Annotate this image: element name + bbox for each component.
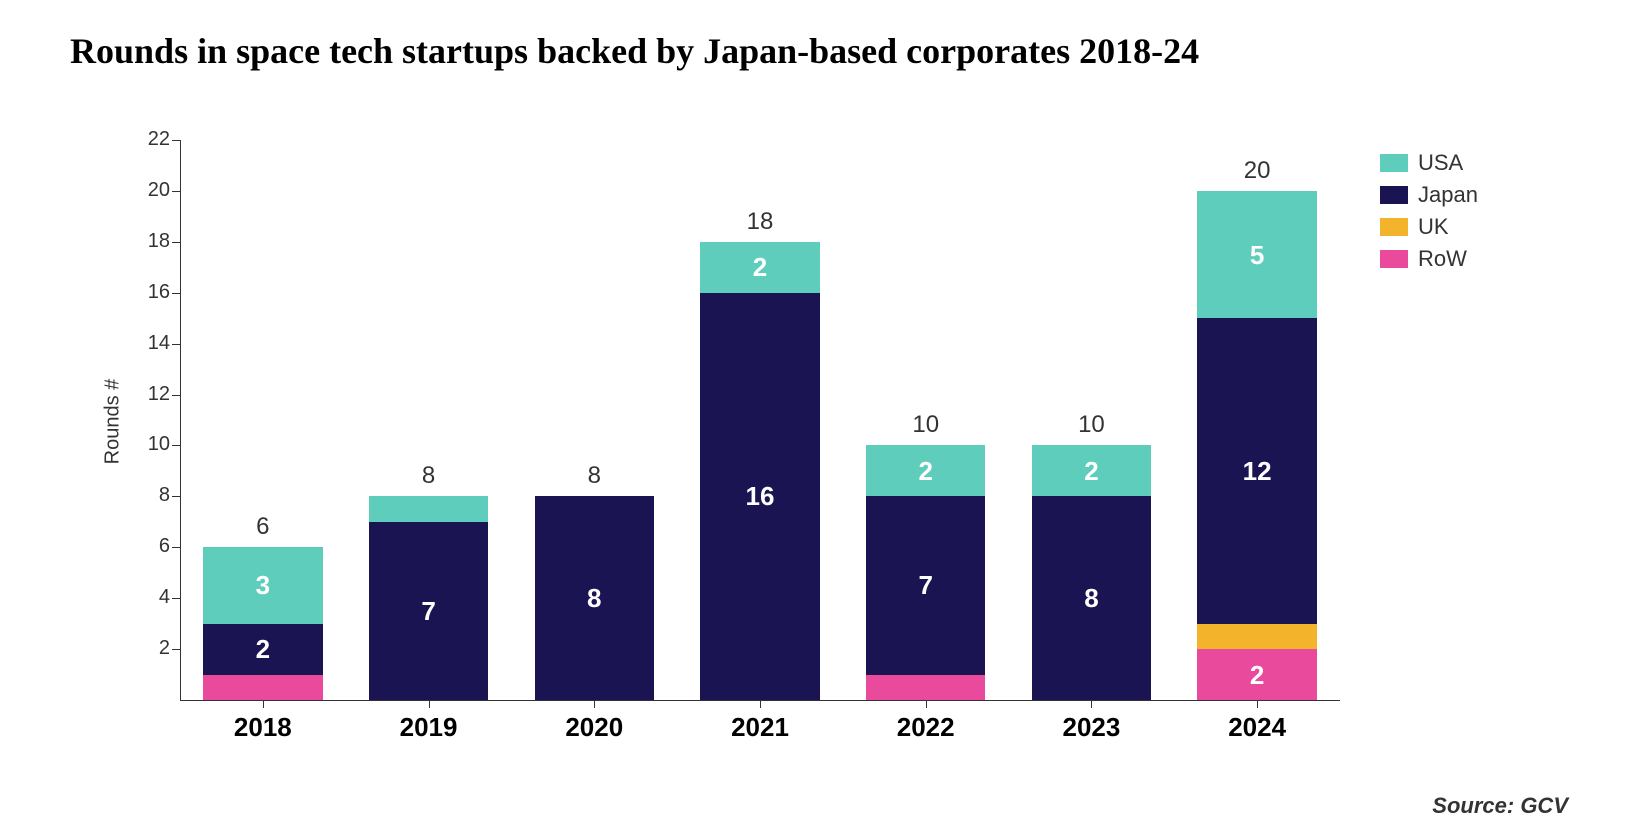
x-tick (760, 700, 761, 708)
segment-value-label: 2 (1197, 660, 1316, 691)
bar-total-label: 6 (203, 513, 322, 541)
bar-total-label: 18 (700, 208, 819, 236)
y-tick-label: 10 (120, 433, 170, 456)
y-tick-label: 22 (120, 128, 170, 151)
y-tick (172, 344, 180, 345)
y-tick-label: 4 (120, 586, 170, 609)
segment-value-label: 2 (1032, 456, 1151, 487)
legend-swatch (1380, 186, 1408, 204)
y-tick (172, 445, 180, 446)
legend-item-row: RoW (1380, 246, 1478, 272)
legend-label: UK (1418, 214, 1449, 240)
segment-value-label: 2 (866, 456, 985, 487)
legend-item-usa: USA (1380, 150, 1478, 176)
bar-total-label: 10 (866, 411, 985, 439)
bar-segment-usa (369, 496, 488, 521)
segment-value-label: 8 (535, 583, 654, 614)
x-tick-label: 2022 (843, 712, 1009, 743)
y-tick (172, 140, 180, 141)
segment-value-label: 5 (1197, 240, 1316, 271)
y-tick (172, 547, 180, 548)
y-axis-line (180, 140, 181, 700)
segment-value-label: 8 (1032, 583, 1151, 614)
x-tick (263, 700, 264, 708)
segment-value-label: 3 (203, 570, 322, 601)
y-tick-label: 2 (120, 637, 170, 660)
bar-segment-row (866, 675, 985, 700)
legend-label: Japan (1418, 182, 1478, 208)
segment-value-label: 7 (369, 596, 488, 627)
y-tick (172, 191, 180, 192)
segment-value-label: 16 (700, 481, 819, 512)
y-tick-label: 16 (120, 281, 170, 304)
y-tick-label: 18 (120, 230, 170, 253)
bar-total-label: 8 (535, 462, 654, 490)
x-tick (1257, 700, 1258, 708)
x-tick-label: 2019 (346, 712, 512, 743)
y-tick (172, 293, 180, 294)
y-tick (172, 649, 180, 650)
segment-value-label: 12 (1197, 456, 1316, 487)
bar-segment-row (203, 675, 322, 700)
x-tick-label: 2023 (1009, 712, 1175, 743)
legend-item-uk: UK (1380, 214, 1478, 240)
y-tick (172, 395, 180, 396)
x-tick (1091, 700, 1092, 708)
y-tick-label: 12 (120, 383, 170, 406)
bar-total-label: 8 (369, 462, 488, 490)
chart-title: Rounds in space tech startups backed by … (70, 30, 1199, 72)
x-tick (594, 700, 595, 708)
y-tick-label: 6 (120, 535, 170, 558)
y-tick (172, 598, 180, 599)
bar-total-label: 20 (1197, 157, 1316, 185)
bar-total-label: 10 (1032, 411, 1151, 439)
bar-segment-uk (1197, 624, 1316, 649)
y-tick-label: 8 (120, 484, 170, 507)
source-label: Source: GCV (1432, 793, 1568, 819)
segment-value-label: 2 (203, 634, 322, 665)
x-tick-label: 2021 (677, 712, 843, 743)
legend-swatch (1380, 250, 1408, 268)
segment-value-label: 2 (700, 252, 819, 283)
y-tick (172, 496, 180, 497)
segment-value-label: 7 (866, 570, 985, 601)
legend-swatch (1380, 218, 1408, 236)
legend-label: USA (1418, 150, 1463, 176)
legend-label: RoW (1418, 246, 1467, 272)
legend-swatch (1380, 154, 1408, 172)
y-tick (172, 242, 180, 243)
x-tick-label: 2020 (511, 712, 677, 743)
y-tick-label: 20 (120, 179, 170, 202)
x-tick-label: 2018 (180, 712, 346, 743)
x-tick (926, 700, 927, 708)
legend-item-japan: Japan (1380, 182, 1478, 208)
x-tick-label: 2024 (1174, 712, 1340, 743)
chart-container: { "title": { "text": "Rounds in space te… (0, 0, 1628, 837)
y-tick-label: 14 (120, 332, 170, 355)
legend: USA Japan UK RoW (1380, 150, 1478, 278)
x-tick (429, 700, 430, 708)
